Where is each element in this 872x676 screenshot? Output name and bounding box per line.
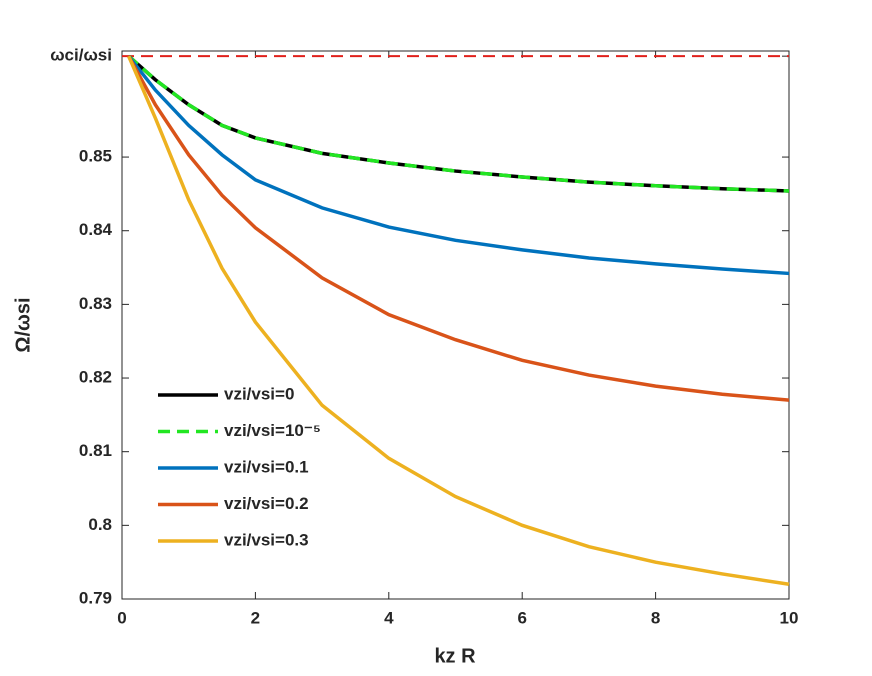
y-tick-label: 0.79 [79, 588, 112, 607]
plot-area [121, 50, 790, 600]
series-line [127, 54, 790, 193]
legend-label: vzi/vsi=0.3 [224, 530, 309, 549]
legend-label: vzi/vsi=0.2 [224, 494, 309, 513]
x-axis-label: kz R [434, 645, 476, 667]
y-tick-label: 0.85 [79, 147, 112, 166]
y-tick-label: ωci/ωsi [50, 46, 112, 65]
y-tick-label: 0.82 [79, 368, 112, 387]
x-tick-label: 0 [117, 608, 126, 627]
x-tick-label: 2 [251, 608, 260, 627]
series-line [127, 54, 790, 193]
series-line [127, 55, 790, 586]
legend-label: vzi/vsi=0 [224, 384, 294, 403]
y-tick-label: 0.81 [79, 441, 112, 460]
legend-label: vzi/vsi=10⁻⁵ [224, 421, 321, 440]
y-tick-label: 0.83 [79, 294, 112, 313]
x-tick-label: 10 [780, 608, 799, 627]
series-line [127, 55, 790, 276]
y-tick-label: 0.84 [79, 220, 113, 239]
x-tick-label: 4 [384, 608, 394, 627]
y-tick-label: 0.8 [88, 515, 112, 534]
series-line [127, 55, 790, 402]
y-axis-label: Ω/ωsi [12, 297, 34, 352]
legend-label: vzi/vsi=0.1 [224, 457, 309, 476]
x-tick-label: 6 [517, 608, 526, 627]
x-tick-label: 8 [651, 608, 660, 627]
